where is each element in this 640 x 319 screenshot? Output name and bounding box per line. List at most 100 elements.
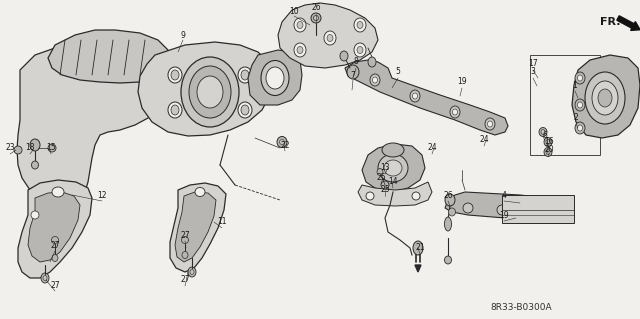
Ellipse shape xyxy=(497,205,507,215)
Ellipse shape xyxy=(238,102,252,118)
Ellipse shape xyxy=(445,217,451,231)
Text: 3: 3 xyxy=(531,68,536,77)
Text: 27: 27 xyxy=(180,231,190,240)
Ellipse shape xyxy=(52,255,58,262)
Ellipse shape xyxy=(354,18,366,32)
Ellipse shape xyxy=(381,181,389,189)
Text: 25: 25 xyxy=(376,174,386,182)
Text: 13: 13 xyxy=(380,164,390,173)
Ellipse shape xyxy=(241,105,249,115)
Text: 27: 27 xyxy=(180,276,190,285)
Ellipse shape xyxy=(592,81,618,115)
Ellipse shape xyxy=(218,91,226,99)
Polygon shape xyxy=(278,3,378,68)
Ellipse shape xyxy=(182,251,188,258)
Text: 20: 20 xyxy=(544,145,554,154)
Polygon shape xyxy=(148,50,240,108)
Ellipse shape xyxy=(347,65,359,79)
Ellipse shape xyxy=(241,70,249,80)
Text: 7: 7 xyxy=(351,70,355,79)
Ellipse shape xyxy=(51,236,58,243)
Ellipse shape xyxy=(280,139,285,145)
Ellipse shape xyxy=(410,90,420,102)
Polygon shape xyxy=(248,50,302,105)
Ellipse shape xyxy=(297,21,303,28)
Ellipse shape xyxy=(598,89,612,107)
Ellipse shape xyxy=(382,143,404,157)
Ellipse shape xyxy=(197,76,223,108)
Ellipse shape xyxy=(314,16,319,20)
Ellipse shape xyxy=(266,67,284,89)
Polygon shape xyxy=(415,265,421,272)
Ellipse shape xyxy=(166,91,174,99)
Ellipse shape xyxy=(181,57,239,127)
Text: 24: 24 xyxy=(427,144,437,152)
Ellipse shape xyxy=(450,106,460,118)
Text: 19: 19 xyxy=(457,78,467,86)
Ellipse shape xyxy=(188,267,196,277)
Text: 14: 14 xyxy=(388,177,398,187)
Text: 22: 22 xyxy=(280,140,290,150)
Ellipse shape xyxy=(377,168,383,175)
Polygon shape xyxy=(28,192,80,262)
FancyArrow shape xyxy=(617,16,640,30)
Ellipse shape xyxy=(372,77,378,83)
Ellipse shape xyxy=(220,93,224,97)
Ellipse shape xyxy=(546,139,550,145)
Ellipse shape xyxy=(577,75,582,81)
Ellipse shape xyxy=(31,211,39,219)
Polygon shape xyxy=(18,180,92,278)
Ellipse shape xyxy=(327,34,333,41)
Ellipse shape xyxy=(368,57,376,67)
Text: 11: 11 xyxy=(217,218,227,226)
Ellipse shape xyxy=(354,43,366,57)
Ellipse shape xyxy=(452,109,458,115)
Ellipse shape xyxy=(585,72,625,124)
Text: 9: 9 xyxy=(180,31,186,40)
Bar xyxy=(502,195,574,223)
Polygon shape xyxy=(170,183,226,272)
Bar xyxy=(530,55,600,155)
Ellipse shape xyxy=(370,74,380,86)
Ellipse shape xyxy=(168,93,172,97)
Text: 16: 16 xyxy=(544,137,554,146)
Ellipse shape xyxy=(238,67,252,83)
Text: 1: 1 xyxy=(573,80,577,90)
Polygon shape xyxy=(362,144,425,192)
Ellipse shape xyxy=(488,121,493,127)
Ellipse shape xyxy=(541,130,545,135)
Ellipse shape xyxy=(48,144,56,152)
Text: 23: 23 xyxy=(5,144,15,152)
Ellipse shape xyxy=(182,236,189,243)
Polygon shape xyxy=(175,192,216,262)
Ellipse shape xyxy=(575,99,585,111)
Ellipse shape xyxy=(294,18,306,32)
Text: 25: 25 xyxy=(380,186,390,195)
Ellipse shape xyxy=(311,13,321,23)
Ellipse shape xyxy=(168,67,182,83)
Text: 26: 26 xyxy=(311,4,321,12)
Text: 19: 19 xyxy=(499,211,509,219)
Ellipse shape xyxy=(575,122,585,134)
Ellipse shape xyxy=(190,270,194,275)
Ellipse shape xyxy=(577,102,582,108)
Text: 4: 4 xyxy=(502,190,506,199)
Polygon shape xyxy=(572,55,640,138)
Text: 17: 17 xyxy=(528,60,538,69)
Ellipse shape xyxy=(195,188,205,197)
Text: FR.: FR. xyxy=(600,17,621,27)
Ellipse shape xyxy=(171,105,179,115)
Ellipse shape xyxy=(485,118,495,130)
Ellipse shape xyxy=(539,128,547,137)
Ellipse shape xyxy=(171,70,179,80)
Ellipse shape xyxy=(449,208,456,216)
Text: 5: 5 xyxy=(396,68,401,77)
Text: 2: 2 xyxy=(573,114,579,122)
Ellipse shape xyxy=(168,60,172,64)
Ellipse shape xyxy=(14,146,22,154)
Ellipse shape xyxy=(544,137,552,146)
Ellipse shape xyxy=(412,192,420,200)
Polygon shape xyxy=(358,182,432,206)
Text: 6: 6 xyxy=(543,130,547,139)
Ellipse shape xyxy=(168,102,182,118)
